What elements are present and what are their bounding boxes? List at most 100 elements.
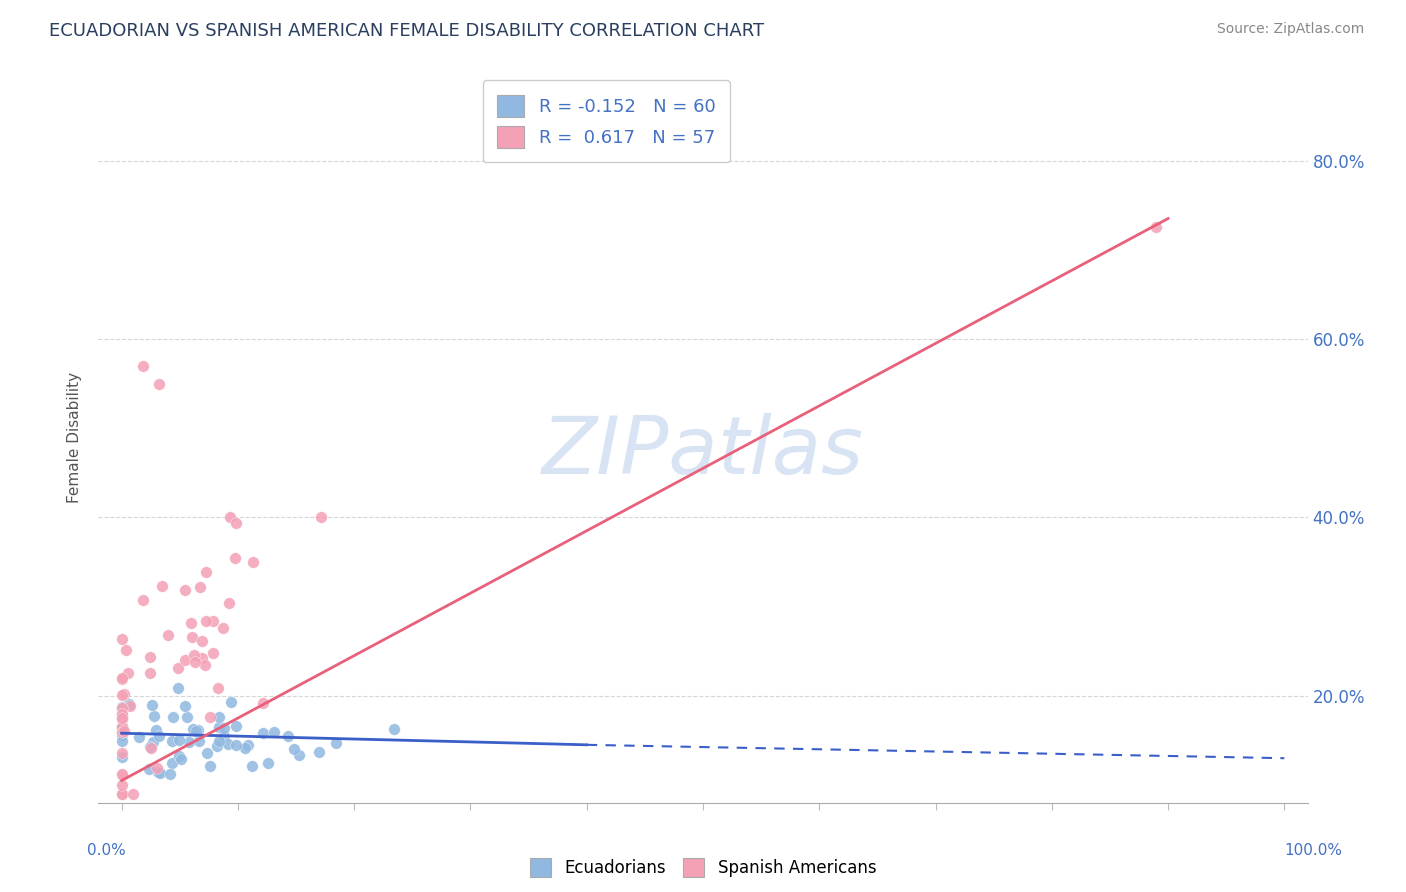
- Point: [111, 787, 134, 801]
- Point: [240, 759, 263, 773]
- Point: [149, 766, 172, 780]
- Point: [111, 711, 134, 725]
- Point: [111, 767, 134, 781]
- Point: [191, 651, 214, 665]
- Point: [183, 722, 205, 736]
- Point: [111, 719, 134, 733]
- Point: [252, 696, 274, 710]
- Point: [325, 736, 347, 750]
- Legend: Ecuadorians, Spanish Americans: Ecuadorians, Spanish Americans: [523, 852, 883, 884]
- Point: [184, 723, 207, 738]
- Point: [194, 615, 217, 629]
- Point: [173, 698, 195, 713]
- Point: [176, 710, 198, 724]
- Point: [195, 746, 218, 760]
- Point: [162, 710, 184, 724]
- Point: [169, 749, 191, 764]
- Point: [117, 666, 139, 681]
- Point: [283, 741, 305, 756]
- Point: [146, 761, 169, 775]
- Point: [152, 579, 174, 593]
- Point: [111, 749, 134, 764]
- Point: [141, 698, 163, 712]
- Point: [212, 721, 235, 735]
- Point: [111, 710, 134, 724]
- Point: [174, 583, 197, 598]
- Point: [156, 627, 179, 641]
- Point: [233, 741, 256, 756]
- Point: [187, 734, 209, 748]
- Point: [138, 740, 160, 755]
- Point: [166, 661, 188, 675]
- Point: [218, 596, 240, 610]
- Point: [138, 649, 160, 664]
- Point: [111, 671, 134, 685]
- Point: [382, 722, 405, 736]
- Point: [111, 734, 134, 748]
- Point: [128, 730, 150, 744]
- Point: [308, 746, 330, 760]
- Point: [111, 707, 134, 722]
- Point: [207, 681, 229, 695]
- Point: [111, 707, 134, 722]
- Point: [162, 756, 184, 771]
- Point: [177, 735, 200, 749]
- Point: [180, 630, 202, 644]
- Point: [217, 737, 239, 751]
- Point: [207, 734, 229, 748]
- Point: [148, 376, 170, 391]
- Point: [120, 698, 142, 713]
- Point: [112, 724, 135, 739]
- Point: [111, 721, 134, 735]
- Point: [145, 723, 167, 737]
- Point: [162, 734, 184, 748]
- Text: 0.0%: 0.0%: [87, 843, 127, 858]
- Point: [111, 768, 134, 782]
- Point: [111, 723, 134, 738]
- Point: [111, 632, 134, 646]
- Point: [111, 688, 134, 702]
- Point: [194, 657, 217, 672]
- Point: [236, 738, 259, 752]
- Point: [112, 687, 135, 701]
- Point: [311, 510, 333, 524]
- Point: [242, 555, 264, 569]
- Text: ECUADORIAN VS SPANISH AMERICAN FEMALE DISABILITY CORRELATION CHART: ECUADORIAN VS SPANISH AMERICAN FEMALE DI…: [49, 22, 765, 40]
- Point: [111, 746, 134, 760]
- Point: [195, 565, 218, 579]
- Point: [132, 593, 155, 607]
- Point: [225, 719, 247, 733]
- Point: [225, 738, 247, 752]
- Point: [288, 747, 311, 762]
- Point: [252, 726, 274, 740]
- Point: [111, 778, 134, 792]
- Point: [187, 723, 209, 737]
- Point: [111, 672, 134, 686]
- Point: [1146, 220, 1168, 235]
- Legend: R = -0.152   N = 60, R =  0.617   N = 57: R = -0.152 N = 60, R = 0.617 N = 57: [482, 80, 730, 162]
- Point: [118, 698, 141, 712]
- Point: [180, 615, 202, 630]
- Point: [121, 787, 143, 801]
- Point: [146, 765, 169, 780]
- Point: [174, 653, 197, 667]
- Point: [191, 634, 214, 648]
- Point: [188, 580, 211, 594]
- Point: [200, 710, 222, 724]
- Point: [139, 666, 162, 681]
- Point: [219, 510, 242, 524]
- Point: [142, 735, 165, 749]
- Point: [212, 729, 235, 743]
- Point: [198, 758, 221, 772]
- Text: ZIPatlas: ZIPatlas: [541, 413, 865, 491]
- Point: [114, 643, 136, 657]
- Point: [167, 733, 190, 747]
- Point: [111, 787, 134, 801]
- Text: 100.0%: 100.0%: [1285, 843, 1343, 858]
- Point: [224, 550, 246, 565]
- Point: [201, 646, 224, 660]
- Point: [111, 719, 134, 733]
- Point: [225, 516, 247, 530]
- Point: [111, 700, 134, 714]
- Point: [170, 751, 193, 765]
